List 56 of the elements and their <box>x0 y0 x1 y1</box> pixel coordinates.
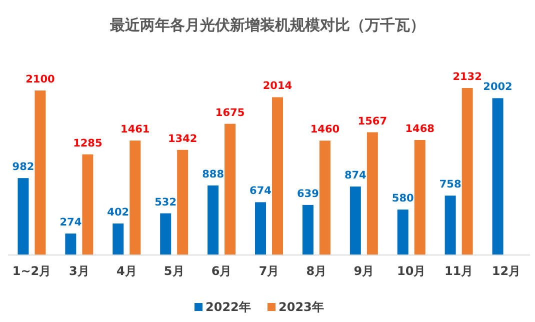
x-tick-label: 7月 <box>258 264 280 278</box>
data-label: 1567 <box>358 115 388 128</box>
data-label: 1460 <box>310 124 340 136</box>
bar <box>462 88 473 255</box>
bar <box>18 178 29 255</box>
x-tick-label: 6月 <box>211 264 232 278</box>
bar <box>397 210 408 255</box>
data-label: 674 <box>250 185 272 198</box>
legend-label: 2023年 <box>278 300 324 314</box>
x-tick-label: 5月 <box>164 264 184 278</box>
data-label: 2100 <box>26 74 55 86</box>
data-label: 2002 <box>483 81 512 94</box>
legend-label: 2022年 <box>206 300 251 314</box>
x-tick-label: 10月 <box>397 264 426 278</box>
bar <box>208 185 219 255</box>
data-label: 2014 <box>262 80 292 92</box>
bar <box>34 90 46 255</box>
data-label: 1285 <box>73 137 102 150</box>
x-tick-label: 3月 <box>69 264 90 278</box>
bar <box>492 98 504 255</box>
data-label: 2132 <box>452 71 482 83</box>
bar <box>82 154 94 255</box>
data-label: 1468 <box>405 123 434 136</box>
data-label: 888 <box>202 168 224 180</box>
data-label: 532 <box>154 196 177 208</box>
bar <box>177 150 188 255</box>
bar <box>319 140 330 255</box>
data-label: 982 <box>12 161 34 174</box>
data-label: 758 <box>439 178 462 191</box>
data-label: 580 <box>392 192 414 205</box>
data-label: 1675 <box>215 106 245 119</box>
bar <box>160 213 172 255</box>
x-tick-label: 4月 <box>116 264 137 278</box>
x-tick-label: 1~2月 <box>12 264 52 278</box>
data-label: 639 <box>296 188 319 200</box>
bar <box>272 97 283 255</box>
chart-title: 最近两年各月光伏新增装机规模对比（万千瓦） <box>109 16 425 34</box>
data-label: 402 <box>107 206 130 219</box>
x-tick-label: 9月 <box>354 264 374 278</box>
data-label: 874 <box>344 170 366 182</box>
data-label: 1342 <box>168 132 198 145</box>
bar <box>130 140 141 255</box>
data-label: 1461 <box>120 124 150 136</box>
bar <box>224 124 236 255</box>
bar <box>255 202 266 255</box>
bar <box>112 224 124 255</box>
bar <box>350 186 361 255</box>
x-tick-label: 8月 <box>306 264 327 278</box>
bar <box>414 140 426 255</box>
x-tick-label: 12月 <box>492 264 521 278</box>
bar <box>302 204 314 255</box>
bar <box>65 234 76 255</box>
bar <box>444 196 456 255</box>
data-label: 274 <box>60 216 82 229</box>
x-tick-label: 11月 <box>444 264 474 278</box>
bar <box>366 132 378 255</box>
